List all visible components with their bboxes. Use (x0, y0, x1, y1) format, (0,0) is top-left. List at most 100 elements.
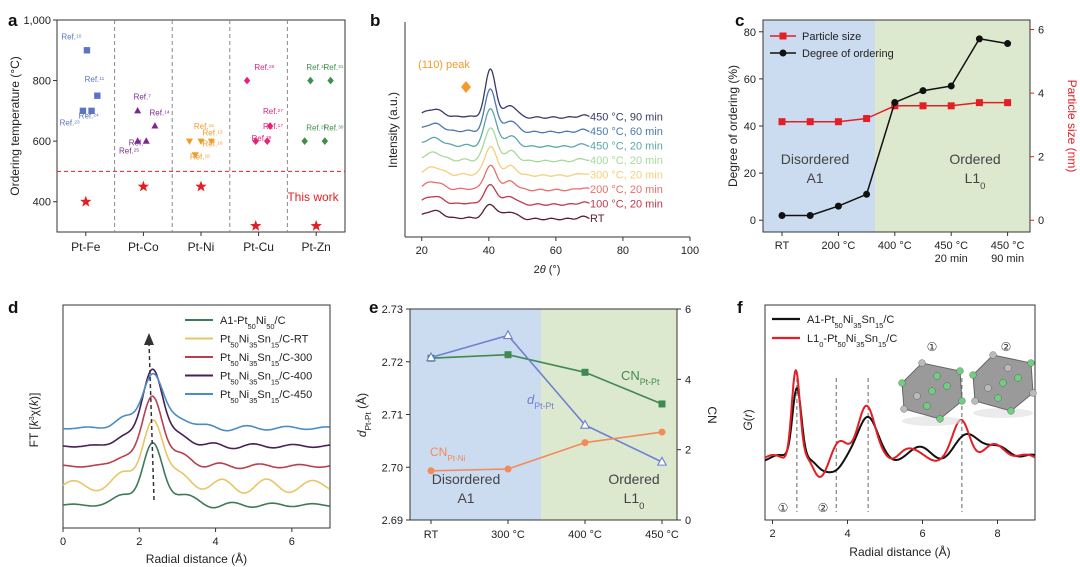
x-tick-label: 450 °C (645, 529, 679, 541)
ref-label: Ref.26 (129, 139, 149, 148)
spectrum-line (63, 395, 330, 470)
ref-label: Ref.28 (251, 134, 271, 143)
x-tick-label: Pt-Fe (71, 240, 101, 254)
data-point (502, 329, 514, 340)
series-label: 450 °C, 60 min (590, 126, 663, 138)
x-tick-label: RT (424, 529, 439, 541)
region-label: A1 (806, 170, 823, 186)
spectrum-line (421, 127, 590, 163)
structure-label: ② (1001, 340, 1012, 354)
spectrum-line (421, 108, 590, 148)
data-point (863, 115, 871, 123)
data-point (975, 35, 983, 43)
region-label: L10 (624, 490, 645, 512)
ref-label: Ref.23 (60, 118, 80, 127)
crystal-structure-1 (898, 359, 966, 426)
data-point (778, 118, 786, 126)
atom (969, 371, 977, 379)
region-label: Ordered (608, 471, 659, 487)
ref-label: Ref.27 (263, 107, 283, 116)
series-label: 450 °C, 90 min (590, 112, 663, 124)
y-axis-label: Degree of ordering (%) (726, 65, 740, 187)
ref-label: Ref.13 (203, 129, 223, 138)
plot-frame (764, 304, 1036, 521)
reference-point (207, 138, 215, 145)
y2-tick-label: 2 (1038, 152, 1044, 164)
spectrum-line (62, 442, 330, 509)
series-label: 100 °C, 20 min (590, 199, 663, 211)
atom (958, 397, 966, 405)
reference-point (321, 137, 329, 145)
plot-frame (62, 304, 331, 529)
series-annotation: dPt-Pt (527, 392, 554, 411)
y-tick-label: 80 (744, 27, 756, 39)
y-axis-label: FT [k3χ(k)] (27, 393, 42, 448)
y2-tick-label: 2 (685, 445, 691, 457)
data-point (425, 351, 437, 362)
data-point (1004, 40, 1012, 48)
data-point (834, 202, 842, 210)
spectrum-line (421, 164, 590, 192)
this-work-star (137, 180, 150, 192)
atom (994, 394, 1002, 402)
region-label: Ordered (949, 151, 1000, 167)
x-tick-label: 4 (844, 528, 850, 540)
atom (918, 359, 926, 367)
region-label: Disordered (781, 151, 849, 167)
y-tick-label: 600 (33, 136, 51, 148)
legend-label: Pt50Ni35Sn15/C-300 (220, 352, 312, 368)
peak-marker (461, 81, 471, 93)
this-work-star (195, 180, 207, 192)
reference-point (191, 152, 199, 159)
atom (933, 372, 941, 380)
y-axis-label: Ordering temperature (°C) (8, 56, 22, 196)
spectrum-line (421, 183, 590, 206)
y2-axis-label: Particle size (nm) (1065, 80, 1079, 173)
atom (928, 387, 936, 395)
reference-point (94, 92, 101, 99)
panel-b: 20 40 60 80 100 2θ (°) Intensity (a.u.) 450 °C,… (386, 22, 699, 276)
ref-label: Ref.14 (150, 108, 170, 117)
data-point (947, 102, 955, 110)
atom (1007, 407, 1015, 415)
ref-label: Ref.11 (85, 75, 105, 84)
data-point (656, 456, 668, 466)
spectrum-line (421, 88, 590, 134)
y-tick-label: 1,000 (23, 15, 51, 27)
y-tick-label: 60 (744, 74, 756, 86)
x-tick-label: 300 °C (491, 529, 525, 541)
data-point (919, 87, 927, 95)
spectrum-line (421, 145, 590, 177)
this-work-label: This work (287, 190, 339, 204)
y2-tick-label: 6 (1038, 25, 1044, 37)
spectrum-line (421, 68, 590, 119)
peak-shift-arrow (148, 341, 155, 501)
reference-point (88, 107, 95, 115)
x-tick-label: 80 (617, 245, 629, 257)
this-work-star (80, 195, 92, 207)
atom (1029, 389, 1037, 397)
panel-e: 2.69 2.70 2.71 2.72 2.73 0 2 4 6 RT 300 °C 400 °C 45… (354, 304, 719, 541)
series-annotation: CNPt-Pt (621, 368, 660, 387)
y-tick-label: 0 (750, 215, 756, 227)
x-tick-label: 20 (416, 245, 428, 257)
shadow (973, 408, 1033, 418)
reference-point (266, 122, 274, 130)
data-point (427, 467, 435, 475)
region-ordered (541, 309, 677, 520)
legend-label: Pt50Ni35Sn15/C-RT (220, 334, 309, 350)
series-label: 450 °C, 20 min (590, 141, 663, 153)
legend-label: A1-Pt50Ni50/C (220, 315, 286, 331)
data-point (947, 82, 955, 90)
ref-label: Ref.18 (190, 152, 210, 161)
data-point (581, 439, 589, 447)
y-axis-label: dPt-Pt (Å) (354, 393, 373, 437)
atom (999, 379, 1007, 387)
atom (898, 379, 906, 387)
this-work-star (310, 219, 322, 231)
reference-point (142, 137, 150, 144)
y-tick-label: 2.72 (382, 357, 403, 369)
legend-label: Pt50Ni35Sn15/C-400 (220, 371, 312, 387)
x-tick-label: 450 °C (991, 240, 1025, 252)
reference-point (307, 76, 314, 85)
